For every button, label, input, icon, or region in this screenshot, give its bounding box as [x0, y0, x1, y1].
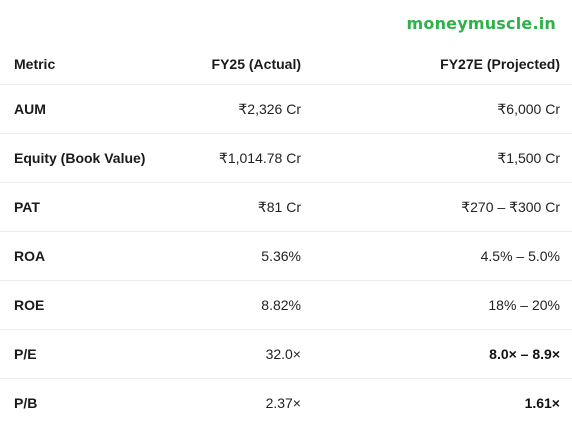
header-fy25-actual: FY25 (Actual): [188, 44, 301, 85]
row-projected-aum: ₹6,000 Cr: [301, 85, 572, 134]
row-metric-roe: ROE: [0, 281, 188, 330]
row-actual-roa: 5.36%: [188, 232, 301, 281]
row-projected-pat: ₹270 – ₹300 Cr: [301, 183, 572, 232]
row-projected-equity: ₹1,500 Cr: [301, 134, 572, 183]
row-projected-pe: 8.0× – 8.9×: [301, 330, 572, 379]
header-fy27e-projected: FY27E (Projected): [301, 44, 572, 85]
row-projected-pb: 1.61×: [301, 379, 572, 427]
row-metric-pb: P/B: [0, 379, 188, 427]
row-metric-pat: PAT: [0, 183, 188, 232]
brand-watermark: moneymuscle.in: [407, 14, 557, 33]
row-metric-equity: Equity (Book Value): [0, 134, 188, 183]
row-metric-pe: P/E: [0, 330, 188, 379]
row-actual-equity: ₹1,014.78 Cr: [188, 134, 301, 183]
row-actual-pat: ₹81 Cr: [188, 183, 301, 232]
table-row: PAT ₹81 Cr ₹270 – ₹300 Cr: [0, 183, 572, 232]
metrics-table: Metric FY25 (Actual) FY27E (Projected) A…: [0, 44, 572, 427]
header-metric: Metric: [0, 44, 188, 85]
row-actual-pb: 2.37×: [188, 379, 301, 427]
row-metric-roa: ROA: [0, 232, 188, 281]
table-header-row: Metric FY25 (Actual) FY27E (Projected): [0, 44, 572, 85]
table-row: AUM ₹2,326 Cr ₹6,000 Cr: [0, 85, 572, 134]
row-actual-roe: 8.82%: [188, 281, 301, 330]
table-row: ROA 5.36% 4.5% – 5.0%: [0, 232, 572, 281]
row-actual-pe: 32.0×: [188, 330, 301, 379]
row-projected-roa: 4.5% – 5.0%: [301, 232, 572, 281]
row-actual-aum: ₹2,326 Cr: [188, 85, 301, 134]
table-row: P/E 32.0× 8.0× – 8.9×: [0, 330, 572, 379]
table-row: P/B 2.37× 1.61×: [0, 379, 572, 427]
table-row: ROE 8.82% 18% – 20%: [0, 281, 572, 330]
row-projected-roe: 18% – 20%: [301, 281, 572, 330]
row-metric-aum: AUM: [0, 85, 188, 134]
table-row: Equity (Book Value) ₹1,014.78 Cr ₹1,500 …: [0, 134, 572, 183]
